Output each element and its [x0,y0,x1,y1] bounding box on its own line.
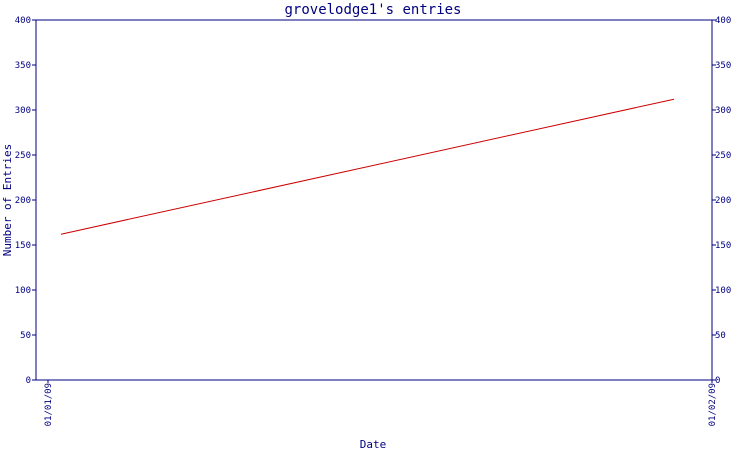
y-tick-label-right: 250 [715,151,731,161]
y-axis-right: 0 50 100 150 200 250 300 350 400 [712,16,731,386]
x-tick-label: 01/02/09 [708,383,718,426]
y-axis-left: 0 50 100 150 200 250 300 350 400 [15,16,36,386]
y-tick-label-left: 350 [15,61,31,71]
y-tick-label-left: 200 [15,196,31,206]
x-axis-title: Date [360,438,387,450]
y-tick-label-right: 0 [715,376,720,386]
y-tick-label-left: 150 [15,241,31,251]
y-tick-label-left: 400 [15,16,31,26]
y-tick-label-left: 250 [15,151,31,161]
y-tick-label-right: 300 [715,106,731,116]
y-tick-label-right: 400 [715,16,731,26]
y-tick-label-right: 150 [715,241,731,251]
y-tick-label-right: 100 [715,286,731,296]
x-tick-label: 01/01/09 [44,383,54,426]
y-axis-title: Number of Entries [1,144,14,257]
y-tick-label-left: 50 [20,331,31,341]
y-tick-label-left: 300 [15,106,31,116]
chart-title: grovelodge1's entries [284,2,461,18]
x-axis: 01/01/09 01/02/09 [44,380,718,426]
y-tick-label-right: 200 [715,196,731,206]
series-line [60,98,675,235]
y-tick-label-right: 50 [715,331,726,341]
y-tick-label-left: 100 [15,286,31,296]
plot-area [35,19,713,381]
y-tick-label-right: 350 [715,61,731,71]
y-tick-label-left: 0 [26,376,31,386]
series-layer [60,98,675,235]
